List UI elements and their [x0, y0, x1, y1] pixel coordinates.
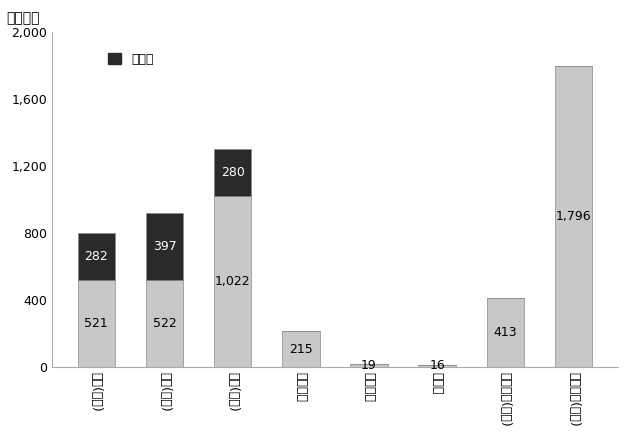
Text: 282: 282	[84, 250, 108, 263]
Text: 1,022: 1,022	[215, 275, 250, 288]
Text: 413: 413	[493, 326, 517, 339]
Text: 522: 522	[153, 317, 176, 330]
Text: 215: 215	[289, 343, 313, 356]
Bar	[486, 298, 524, 367]
Text: 19: 19	[361, 359, 377, 372]
Bar	[214, 196, 252, 367]
Bar	[77, 233, 115, 280]
Bar	[555, 66, 592, 367]
Text: 1,796: 1,796	[555, 210, 591, 223]
Bar	[77, 280, 115, 367]
Text: 280: 280	[221, 166, 245, 179]
Bar	[282, 331, 320, 367]
Text: （千円）: （千円）	[6, 11, 40, 25]
Bar	[146, 213, 183, 280]
Bar	[418, 364, 456, 367]
Text: 521: 521	[84, 317, 108, 330]
Text: 397: 397	[153, 240, 176, 253]
Bar	[214, 149, 252, 196]
Bar	[350, 364, 387, 367]
Legend: 入学金: 入学金	[103, 48, 159, 71]
Text: 16: 16	[429, 360, 445, 372]
Bar	[146, 280, 183, 367]
